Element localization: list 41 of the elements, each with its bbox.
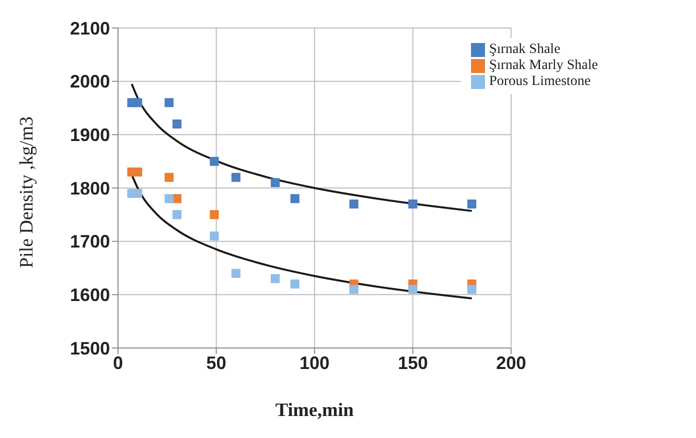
y-tick-label: 1600	[70, 285, 110, 306]
y-tick-label: 1800	[70, 178, 110, 198]
y-axis-title: Pile Density ,kg/m3	[16, 116, 38, 268]
y-tick-label: 1500	[70, 338, 110, 358]
point	[164, 194, 174, 204]
point	[172, 194, 182, 204]
x-tick-label: 100	[300, 352, 330, 373]
legend-label: Porous Limestone	[489, 74, 591, 89]
point	[172, 210, 182, 220]
point	[133, 98, 142, 108]
legend-label: Şırnak Marly Shale	[489, 58, 598, 73]
point	[349, 284, 358, 294]
point	[133, 188, 142, 198]
point	[290, 194, 300, 204]
y-tick-label: 1700	[70, 232, 110, 252]
legend-label: Şırnak Shale	[489, 42, 560, 57]
x-tick-label: 150	[398, 352, 428, 373]
point	[467, 284, 476, 294]
point	[210, 156, 219, 166]
point	[231, 268, 240, 278]
point	[408, 284, 418, 294]
point	[210, 210, 219, 220]
x-tick-label: 0	[112, 352, 124, 373]
x-axis-title: Time,min	[275, 400, 354, 421]
point	[349, 200, 358, 208]
point	[164, 172, 174, 182]
point	[408, 200, 418, 208]
point	[467, 200, 476, 208]
point	[210, 232, 219, 240]
line-series	[130, 83, 473, 212]
point	[164, 98, 174, 108]
y-tick-label: 2000	[70, 72, 110, 92]
point	[172, 120, 182, 128]
y-tick-label: 2100	[70, 18, 110, 38]
point	[290, 280, 300, 288]
x-tick-label: 200	[496, 352, 526, 373]
x-tick-label: 50	[206, 352, 226, 373]
point	[270, 274, 280, 284]
point	[270, 178, 280, 188]
point	[231, 172, 240, 182]
y-tick-label: 1900	[70, 125, 110, 146]
